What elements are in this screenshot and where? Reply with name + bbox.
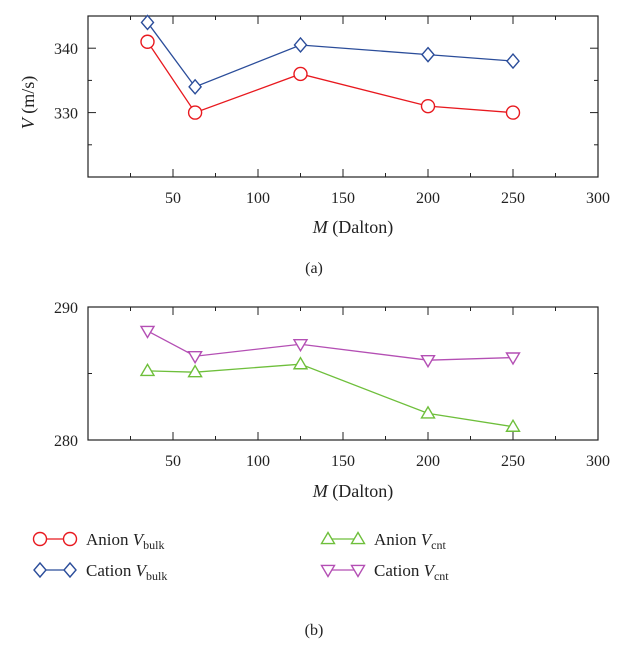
data-point bbox=[505, 418, 521, 432]
x-tick-label: 200 bbox=[416, 453, 440, 470]
legend-label: Anion Vbulk bbox=[86, 530, 164, 552]
y-tick-label: 280 bbox=[54, 433, 78, 450]
legend-item: Cation Vcnt bbox=[320, 561, 449, 583]
series-line bbox=[147, 330, 514, 361]
legend-item: Anion Vcnt bbox=[320, 530, 446, 552]
data-point bbox=[140, 34, 155, 49]
series-line bbox=[147, 363, 514, 428]
data-point bbox=[421, 46, 435, 63]
x-tick-label: 100 bbox=[246, 453, 270, 470]
x-tick-label: 300 bbox=[586, 453, 610, 470]
data-point bbox=[139, 362, 156, 377]
data-point bbox=[505, 352, 521, 366]
legend-marker bbox=[33, 561, 47, 579]
data-point bbox=[292, 338, 309, 353]
legend-label: Anion Vcnt bbox=[374, 530, 446, 552]
y-tick-label: 340 bbox=[54, 41, 78, 58]
legend-marker bbox=[32, 531, 48, 547]
y-axis-label: V (m/s) bbox=[18, 76, 39, 130]
panel-label: (b) bbox=[305, 622, 324, 639]
plot-frame bbox=[87, 306, 599, 441]
series-anion-cnt bbox=[139, 356, 521, 432]
data-point bbox=[187, 105, 203, 120]
panel-a: 50 100 150 200 250 300 330 340 M (Dalton) V (m/s)… bbox=[18, 14, 610, 277]
x-axis-label: M (Dalton) bbox=[312, 481, 393, 502]
legend-item: Anion Vbulk bbox=[32, 530, 164, 552]
legend-marker bbox=[320, 564, 336, 578]
data-point bbox=[139, 325, 156, 339]
series-cation-bulk bbox=[140, 14, 520, 95]
y-tick-label: 290 bbox=[54, 300, 78, 317]
data-point bbox=[420, 98, 436, 114]
panel-label: (a) bbox=[305, 260, 323, 277]
y-tick-label: 330 bbox=[54, 106, 78, 123]
panel-b: 50 100 150 200 250 300 280 290 M (Dalton) (b) bbox=[54, 300, 610, 639]
x-tick-label: 50 bbox=[165, 190, 181, 207]
data-point bbox=[505, 105, 521, 120]
x-tick-label: 150 bbox=[331, 190, 355, 207]
x-tick-label: 100 bbox=[246, 190, 270, 207]
legend-marker bbox=[350, 531, 366, 545]
legend: Anion Vbulk Cation Vbulk Anion Vcnt Cation … bbox=[32, 530, 449, 583]
data-point bbox=[292, 356, 309, 370]
data-point bbox=[188, 78, 203, 95]
plot-frame bbox=[87, 15, 599, 178]
x-tick-label: 250 bbox=[501, 190, 525, 207]
x-tick-label: 200 bbox=[416, 190, 440, 207]
data-point bbox=[187, 364, 203, 378]
legend-label: Cation Vbulk bbox=[86, 561, 167, 583]
legend-label: Cation Vcnt bbox=[374, 561, 449, 583]
legend-item: Cation Vbulk bbox=[33, 561, 167, 583]
data-point bbox=[420, 354, 436, 369]
data-point bbox=[293, 36, 308, 54]
series-cation-cnt bbox=[139, 325, 521, 369]
legend-marker bbox=[320, 531, 336, 545]
x-axis-label: M (Dalton) bbox=[312, 217, 393, 238]
x-tick-label: 250 bbox=[501, 453, 525, 470]
data-point bbox=[506, 53, 520, 70]
data-point bbox=[140, 14, 155, 31]
data-point bbox=[187, 350, 203, 365]
x-tick-label: 150 bbox=[331, 453, 355, 470]
series-line bbox=[146, 22, 514, 88]
legend-marker bbox=[63, 561, 77, 579]
series-anion-bulk bbox=[140, 34, 521, 120]
x-tick-label: 50 bbox=[165, 453, 181, 470]
data-point bbox=[420, 405, 436, 419]
x-tick-label: 300 bbox=[586, 190, 610, 207]
legend-marker bbox=[62, 531, 78, 547]
legend-marker bbox=[350, 564, 366, 578]
data-point bbox=[293, 66, 308, 82]
series-line bbox=[146, 41, 514, 114]
